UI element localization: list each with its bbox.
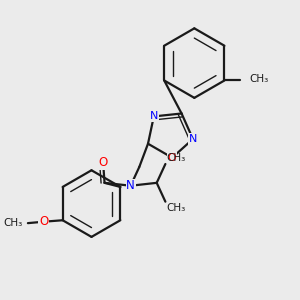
Text: CH₃: CH₃ xyxy=(249,74,268,84)
Text: CH₃: CH₃ xyxy=(3,218,23,228)
Text: O: O xyxy=(98,156,108,169)
Text: N: N xyxy=(126,179,135,192)
Text: N: N xyxy=(189,134,197,144)
Text: O: O xyxy=(168,153,177,163)
Text: CH₃: CH₃ xyxy=(167,153,186,163)
Text: CH₃: CH₃ xyxy=(167,203,186,213)
Text: O: O xyxy=(39,215,48,228)
Text: N: N xyxy=(150,111,158,122)
